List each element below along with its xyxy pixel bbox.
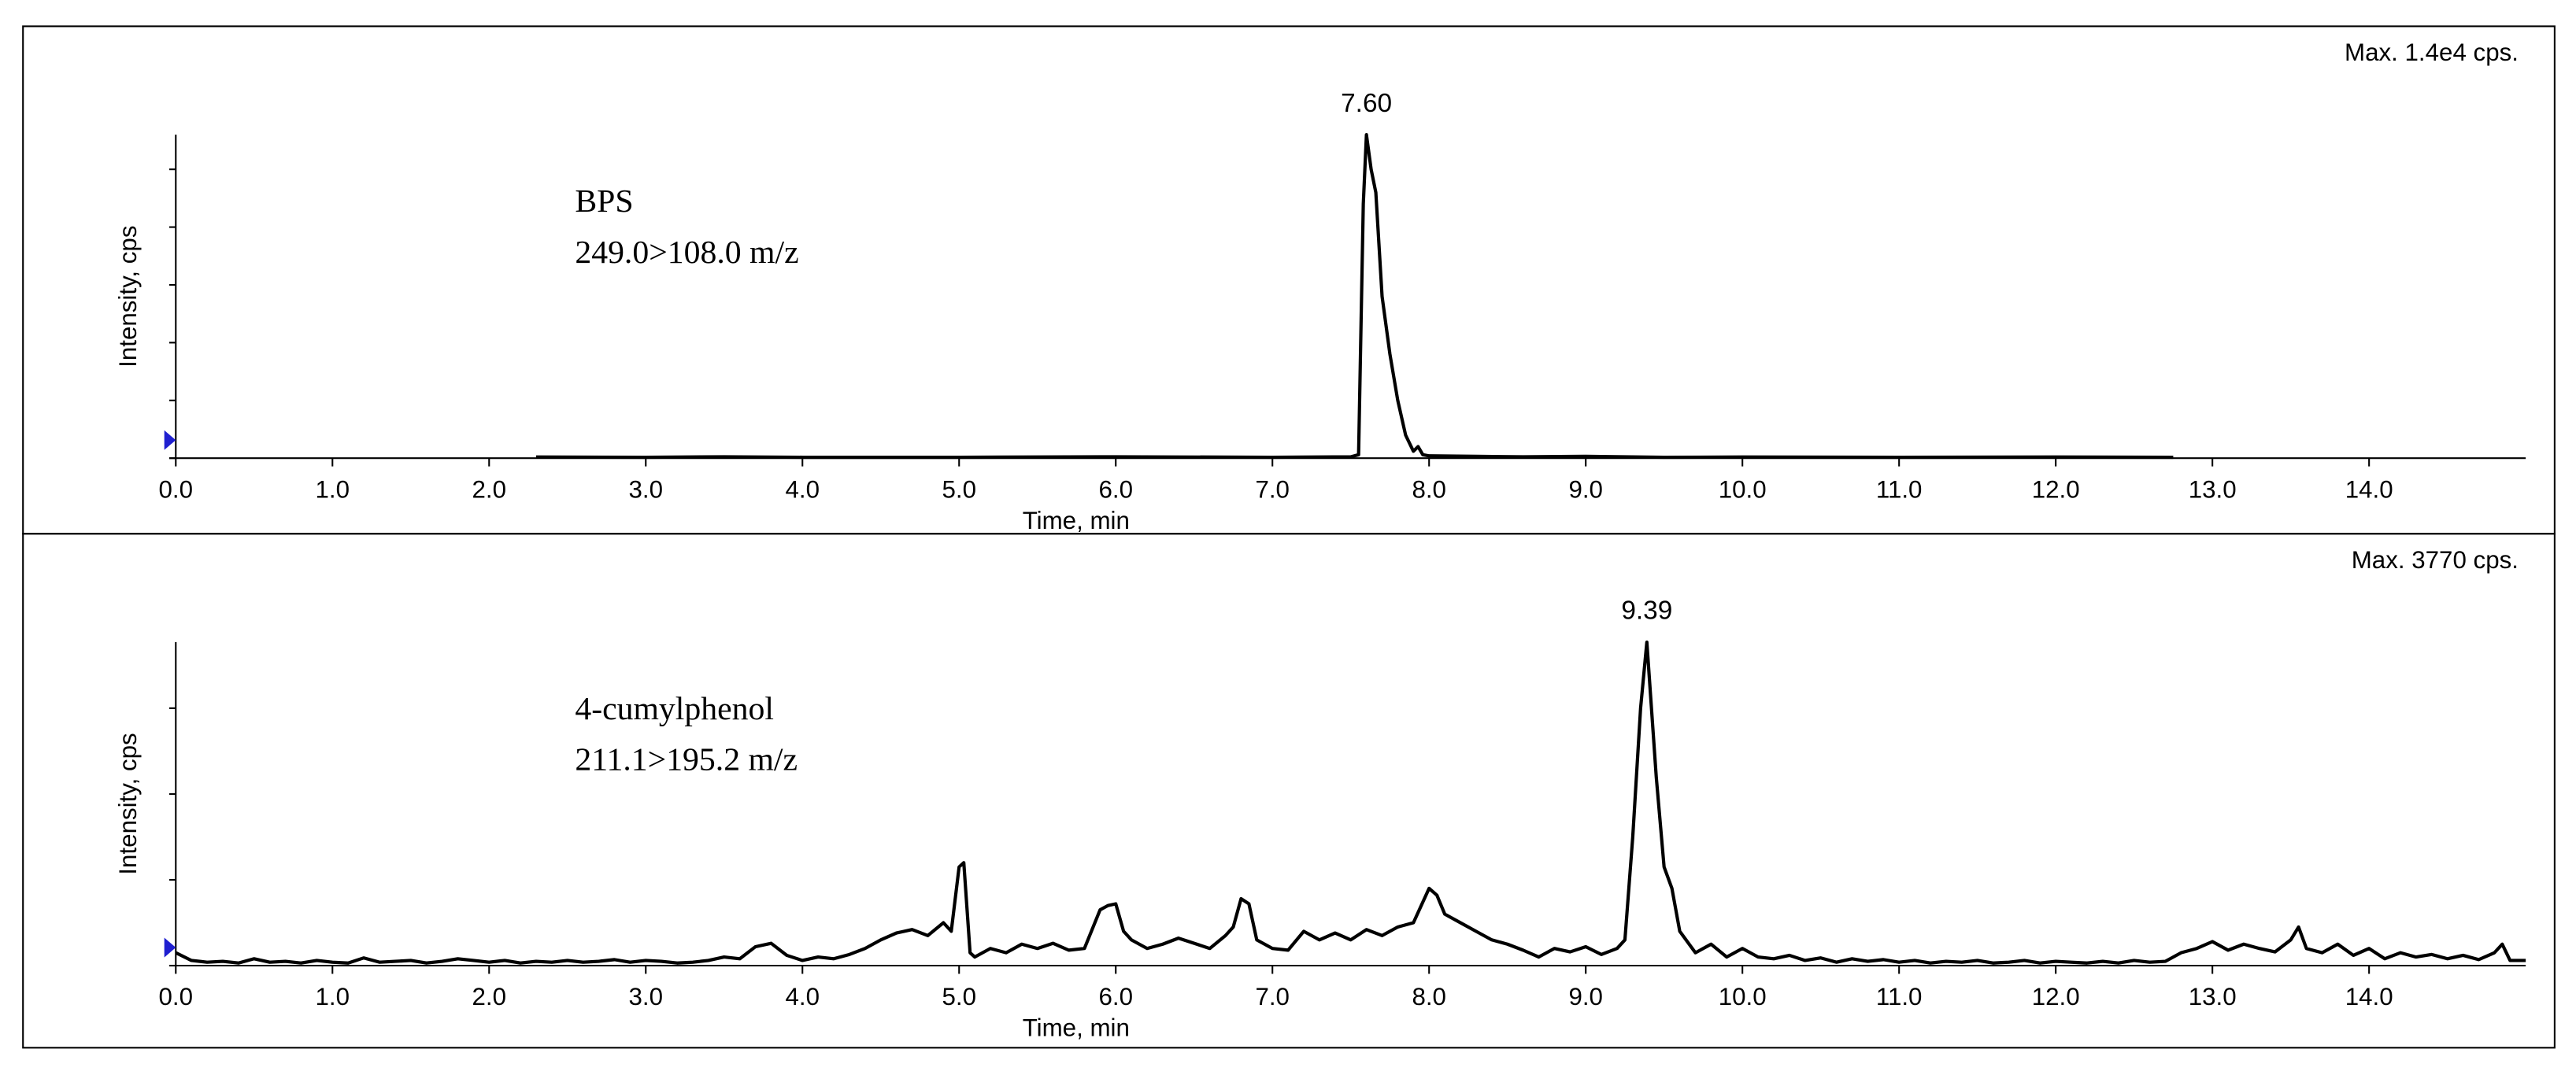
y-axis-title: Intensity, cps (114, 226, 142, 368)
transition: 211.1>195.2 m/z (575, 742, 798, 778)
peak-label: 9.39 (1621, 597, 1672, 626)
x-tick-label: 0.0 (159, 983, 194, 1010)
x-tick-label: 4.0 (785, 475, 820, 503)
x-tick-label: 12.0 (2032, 475, 2080, 503)
axis-marker (164, 937, 176, 958)
x-tick-label: 5.0 (942, 983, 976, 1010)
x-tick-label: 1.0 (316, 983, 350, 1010)
panel-border (22, 533, 2556, 1049)
x-tick-label: 10.0 (1719, 983, 1767, 1010)
trace (175, 640, 2526, 965)
x-axis-title: Time, min (1023, 1014, 1130, 1042)
x-tick-label: 11.0 (1876, 475, 1923, 503)
x-tick-label: 2.0 (472, 475, 507, 503)
x-tick-label: 12.0 (2032, 983, 2080, 1010)
x-tick-label: 7.0 (1255, 983, 1290, 1010)
compound-name: BPS (575, 183, 633, 220)
x-tick-label: 6.0 (1098, 983, 1133, 1010)
x-tick-label: 4.0 (785, 983, 820, 1010)
x-tick-label: 8.0 (1412, 983, 1446, 1010)
x-tick-label: 11.0 (1876, 983, 1923, 1010)
x-tick-label: 14.0 (2345, 983, 2393, 1010)
x-tick-label: 9.0 (1568, 475, 1603, 503)
x-tick-label: 1.0 (316, 475, 350, 503)
peak-label: 7.60 (1341, 89, 1392, 118)
transition: 249.0>108.0 m/z (575, 235, 798, 271)
x-tick-label: 6.0 (1098, 475, 1133, 503)
x-tick-label: 9.0 (1568, 983, 1603, 1010)
x-tick-label: 14.0 (2345, 475, 2393, 503)
trace (535, 133, 2174, 460)
x-tick-label: 3.0 (628, 475, 663, 503)
max-intensity: Max. 3770 cps. (2352, 546, 2519, 574)
x-tick-label: 7.0 (1255, 475, 1290, 503)
x-tick-label: 13.0 (2189, 983, 2237, 1010)
x-axis-title: Time, min (1023, 507, 1130, 534)
x-tick-label: 13.0 (2189, 475, 2237, 503)
x-tick-label: 0.0 (159, 475, 194, 503)
x-tick-label: 5.0 (942, 475, 976, 503)
x-tick-label: 10.0 (1719, 475, 1767, 503)
x-tick-label: 8.0 (1412, 475, 1446, 503)
compound-name: 4-cumylphenol (575, 691, 774, 727)
x-tick-label: 2.0 (472, 983, 507, 1010)
max-intensity: Max. 1.4e4 cps. (2345, 39, 2519, 66)
y-axis-title: Intensity, cps (114, 733, 142, 874)
axis-marker (164, 430, 176, 450)
x-tick-label: 3.0 (628, 983, 663, 1010)
